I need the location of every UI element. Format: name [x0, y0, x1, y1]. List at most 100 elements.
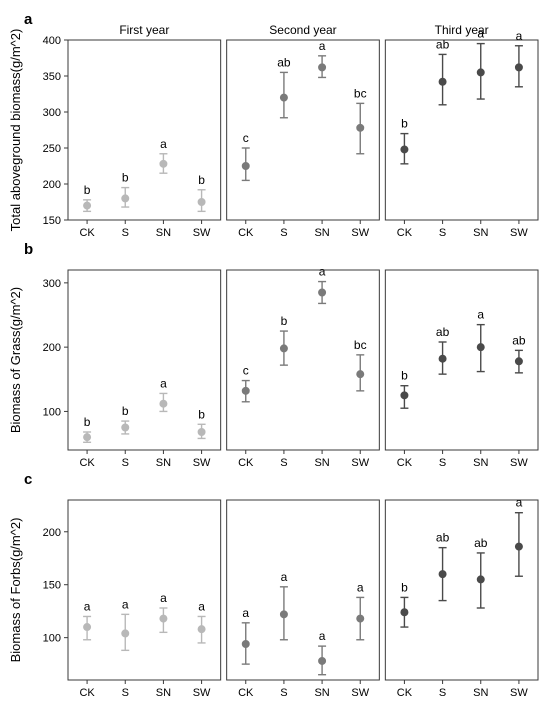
column-header: Second year — [269, 23, 336, 37]
significance-label: a — [516, 496, 523, 510]
data-point — [477, 69, 484, 76]
data-point — [84, 624, 91, 631]
y-tick-label: 100 — [43, 406, 61, 418]
panel-border — [68, 270, 221, 450]
panel-border — [385, 270, 538, 450]
significance-label: bc — [354, 86, 367, 100]
significance-label: b — [198, 407, 205, 421]
y-tick-label: 200 — [43, 342, 61, 354]
y-tick-label: 400 — [43, 35, 61, 47]
panel-label: b — [24, 241, 33, 258]
y-tick-label: 250 — [43, 143, 61, 155]
y-tick-label: 150 — [43, 580, 61, 592]
data-point — [515, 543, 522, 550]
significance-label: a — [160, 137, 167, 151]
x-tick-label: SN — [314, 227, 329, 239]
significance-label: bc — [354, 338, 367, 352]
y-tick-label: 100 — [43, 633, 61, 645]
data-point — [160, 160, 167, 167]
x-tick-label: CK — [79, 457, 95, 469]
data-point — [242, 163, 249, 170]
data-point — [198, 199, 205, 206]
data-point — [280, 611, 287, 618]
x-tick-label: SN — [156, 687, 171, 699]
x-tick-label: S — [122, 687, 129, 699]
data-point — [439, 355, 446, 362]
significance-label: b — [122, 171, 129, 185]
significance-label: b — [84, 183, 91, 197]
x-tick-label: S — [439, 457, 446, 469]
x-tick-label: SW — [193, 687, 211, 699]
x-tick-label: SW — [510, 227, 528, 239]
significance-label: b — [122, 404, 129, 418]
significance-label: a — [242, 606, 249, 620]
x-tick-label: CK — [397, 227, 413, 239]
significance-label: a — [319, 39, 326, 53]
panel-label: c — [24, 471, 32, 488]
x-tick-label: SW — [510, 687, 528, 699]
x-tick-label: CK — [79, 227, 95, 239]
x-tick-label: S — [280, 227, 287, 239]
significance-label: b — [401, 369, 408, 383]
x-tick-label: SN — [314, 457, 329, 469]
significance-label: a — [160, 376, 167, 390]
data-point — [515, 358, 522, 365]
x-tick-label: S — [280, 687, 287, 699]
significance-label: b — [198, 173, 205, 187]
panel-border — [68, 40, 221, 220]
data-point — [319, 64, 326, 71]
significance-label: ab — [436, 325, 450, 339]
data-point — [319, 289, 326, 296]
significance-label: a — [516, 29, 523, 43]
data-point — [477, 576, 484, 583]
significance-label: b — [281, 314, 288, 328]
y-axis-label: Total aboveground biomass(g/m^2) — [8, 29, 23, 232]
data-point — [122, 424, 129, 431]
significance-label: ab — [277, 55, 291, 69]
data-point — [477, 344, 484, 351]
x-tick-label: SN — [156, 457, 171, 469]
data-point — [319, 657, 326, 664]
x-tick-label: S — [122, 227, 129, 239]
x-tick-label: SW — [351, 687, 369, 699]
significance-label: c — [243, 131, 249, 145]
significance-label: a — [477, 308, 484, 322]
x-tick-label: SN — [156, 227, 171, 239]
figure: a Total aboveground biomass(g/m^2) 150 200 2… — [0, 0, 554, 718]
panel-border — [385, 500, 538, 680]
x-tick-label: CK — [238, 227, 254, 239]
significance-label: a — [160, 591, 167, 605]
data-point — [160, 400, 167, 407]
significance-label: a — [357, 580, 364, 594]
significance-label: b — [401, 117, 408, 131]
x-tick-label: CK — [79, 687, 95, 699]
data-point — [122, 195, 129, 202]
panel-border — [68, 500, 221, 680]
x-tick-label: SW — [193, 457, 211, 469]
x-tick-label: SN — [473, 687, 488, 699]
data-point — [84, 202, 91, 209]
x-tick-label: SN — [314, 687, 329, 699]
x-tick-label: SN — [473, 227, 488, 239]
significance-label: ab — [436, 37, 450, 51]
significance-label: c — [243, 364, 249, 378]
data-point — [357, 124, 364, 131]
panel-border — [227, 40, 380, 220]
x-tick-label: SW — [510, 457, 528, 469]
data-point — [242, 387, 249, 394]
significance-label: ab — [436, 531, 450, 545]
x-tick-label: S — [439, 227, 446, 239]
data-point — [84, 434, 91, 441]
data-point — [515, 64, 522, 71]
x-tick-label: SW — [351, 227, 369, 239]
significance-label: a — [122, 597, 129, 611]
x-tick-label: CK — [397, 687, 413, 699]
x-tick-label: CK — [238, 687, 254, 699]
x-tick-label: CK — [397, 457, 413, 469]
x-tick-label: S — [280, 457, 287, 469]
data-point — [280, 345, 287, 352]
significance-label: a — [281, 570, 288, 584]
y-tick-label: 300 — [43, 107, 61, 119]
significance-label: a — [319, 629, 326, 643]
data-point — [439, 78, 446, 85]
